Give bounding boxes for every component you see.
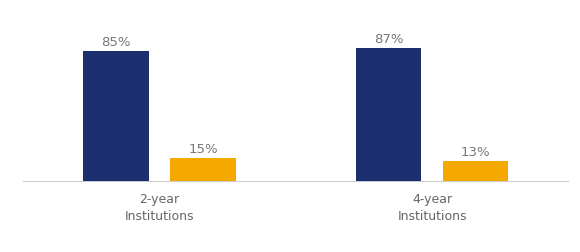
Bar — [443, 162, 509, 181]
Text: 87%: 87% — [374, 33, 403, 46]
Bar — [356, 48, 421, 181]
Text: 13%: 13% — [461, 146, 491, 159]
Bar — [83, 51, 148, 181]
Text: 15%: 15% — [188, 143, 218, 156]
Text: 85%: 85% — [101, 36, 130, 49]
Bar — [171, 159, 236, 181]
